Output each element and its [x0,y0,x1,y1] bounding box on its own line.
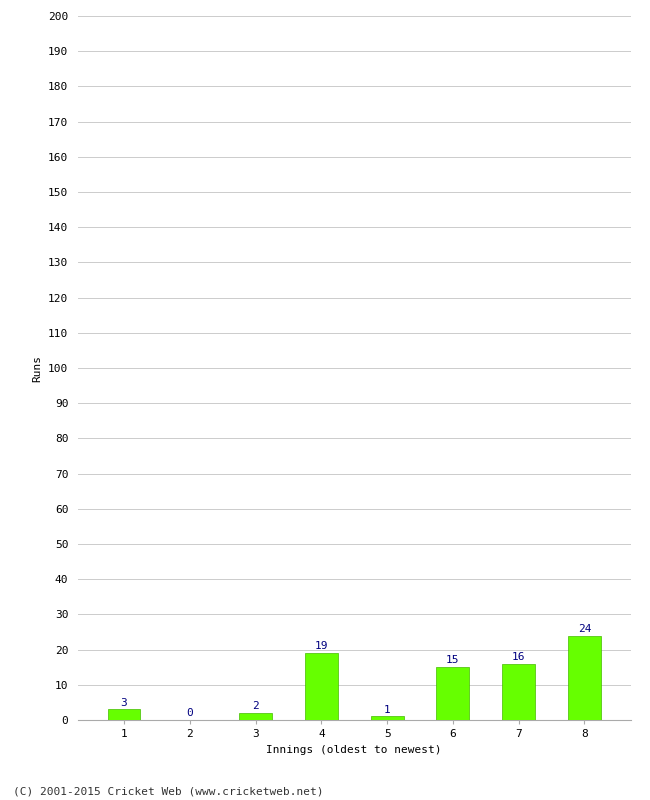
Text: 2: 2 [252,701,259,711]
Text: 19: 19 [315,642,328,651]
Bar [305,653,338,720]
Bar [568,635,601,720]
Bar [370,717,404,720]
Bar [239,713,272,720]
Text: 16: 16 [512,652,525,662]
Text: 15: 15 [446,655,460,666]
Bar [108,710,140,720]
Y-axis label: Runs: Runs [32,354,42,382]
Text: 24: 24 [578,624,592,634]
Text: 0: 0 [187,708,193,718]
Text: 1: 1 [384,705,391,714]
X-axis label: Innings (oldest to newest): Innings (oldest to newest) [266,745,442,754]
Bar [436,667,469,720]
Bar [502,664,535,720]
Text: (C) 2001-2015 Cricket Web (www.cricketweb.net): (C) 2001-2015 Cricket Web (www.cricketwe… [13,786,324,796]
Text: 3: 3 [121,698,127,708]
